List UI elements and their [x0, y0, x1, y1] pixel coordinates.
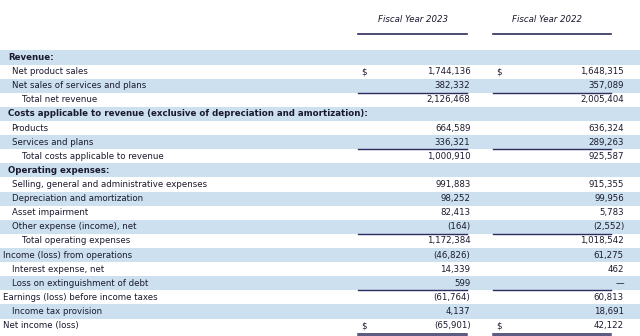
- Text: 382,332: 382,332: [435, 81, 470, 90]
- Text: Loss on extinguishment of debt: Loss on extinguishment of debt: [12, 279, 148, 288]
- Text: 991,883: 991,883: [435, 180, 470, 189]
- Text: 289,263: 289,263: [589, 138, 624, 146]
- FancyBboxPatch shape: [0, 262, 640, 276]
- Text: 925,587: 925,587: [589, 152, 624, 161]
- Text: (46,826): (46,826): [434, 251, 470, 259]
- Text: —: —: [616, 279, 624, 288]
- Text: Total net revenue: Total net revenue: [22, 95, 98, 104]
- Text: 5,783: 5,783: [600, 208, 624, 217]
- Text: Selling, general and administrative expenses: Selling, general and administrative expe…: [12, 180, 207, 189]
- Text: (61,764): (61,764): [434, 293, 470, 302]
- Text: 2,005,404: 2,005,404: [580, 95, 624, 104]
- Text: Total costs applicable to revenue: Total costs applicable to revenue: [22, 152, 164, 161]
- Text: 599: 599: [454, 279, 470, 288]
- FancyBboxPatch shape: [0, 319, 640, 333]
- FancyBboxPatch shape: [0, 248, 640, 262]
- Text: Net sales of services and plans: Net sales of services and plans: [12, 81, 146, 90]
- Text: 1,018,542: 1,018,542: [580, 237, 624, 245]
- FancyBboxPatch shape: [0, 177, 640, 192]
- Text: $: $: [362, 67, 367, 76]
- Text: $: $: [496, 67, 502, 76]
- FancyBboxPatch shape: [0, 65, 640, 79]
- FancyBboxPatch shape: [0, 50, 640, 65]
- Text: 98,252: 98,252: [440, 194, 470, 203]
- FancyBboxPatch shape: [0, 135, 640, 149]
- FancyBboxPatch shape: [0, 290, 640, 304]
- Text: 1,172,384: 1,172,384: [427, 237, 470, 245]
- Text: 1,648,315: 1,648,315: [580, 67, 624, 76]
- Text: 99,956: 99,956: [595, 194, 624, 203]
- Text: 664,589: 664,589: [435, 124, 470, 132]
- Text: Costs applicable to revenue (exclusive of depreciation and amortization):: Costs applicable to revenue (exclusive o…: [8, 110, 368, 118]
- Text: Other expense (income), net: Other expense (income), net: [12, 222, 136, 231]
- FancyBboxPatch shape: [0, 10, 640, 50]
- Text: Net income (loss): Net income (loss): [3, 321, 79, 330]
- Text: $: $: [362, 321, 367, 330]
- Text: 4,137: 4,137: [446, 307, 470, 316]
- FancyBboxPatch shape: [0, 79, 640, 93]
- FancyBboxPatch shape: [0, 121, 640, 135]
- Text: Earnings (loss) before income taxes: Earnings (loss) before income taxes: [3, 293, 158, 302]
- Text: Total operating expenses: Total operating expenses: [22, 237, 131, 245]
- Text: (2,552): (2,552): [593, 222, 624, 231]
- FancyBboxPatch shape: [0, 304, 640, 319]
- Text: Asset impairment: Asset impairment: [12, 208, 88, 217]
- FancyBboxPatch shape: [0, 163, 640, 177]
- Text: Net product sales: Net product sales: [12, 67, 88, 76]
- Text: 462: 462: [607, 265, 624, 274]
- Text: 61,275: 61,275: [594, 251, 624, 259]
- Text: Operating expenses:: Operating expenses:: [8, 166, 109, 175]
- FancyBboxPatch shape: [0, 93, 640, 107]
- Text: Fiscal Year 2022: Fiscal Year 2022: [512, 15, 582, 24]
- Text: (164): (164): [447, 222, 470, 231]
- Text: 60,813: 60,813: [594, 293, 624, 302]
- Text: Interest expense, net: Interest expense, net: [12, 265, 104, 274]
- Text: 1,744,136: 1,744,136: [427, 67, 470, 76]
- FancyBboxPatch shape: [0, 234, 640, 248]
- Text: 336,321: 336,321: [435, 138, 470, 146]
- Text: 82,413: 82,413: [440, 208, 470, 217]
- FancyBboxPatch shape: [0, 206, 640, 220]
- Text: Depreciation and amortization: Depreciation and amortization: [12, 194, 143, 203]
- Text: 18,691: 18,691: [594, 307, 624, 316]
- Text: 1,000,910: 1,000,910: [427, 152, 470, 161]
- Text: Income (loss) from operations: Income (loss) from operations: [3, 251, 132, 259]
- Text: Income tax provision: Income tax provision: [12, 307, 102, 316]
- Text: 2,126,468: 2,126,468: [427, 95, 470, 104]
- Text: Products: Products: [12, 124, 49, 132]
- Text: 42,122: 42,122: [594, 321, 624, 330]
- Text: Revenue:: Revenue:: [8, 53, 54, 62]
- FancyBboxPatch shape: [0, 220, 640, 234]
- Text: 14,339: 14,339: [440, 265, 470, 274]
- Text: 915,355: 915,355: [589, 180, 624, 189]
- FancyBboxPatch shape: [0, 192, 640, 206]
- FancyBboxPatch shape: [0, 276, 640, 290]
- Text: 636,324: 636,324: [588, 124, 624, 132]
- Text: (65,901): (65,901): [434, 321, 470, 330]
- FancyBboxPatch shape: [0, 107, 640, 121]
- Text: Fiscal Year 2023: Fiscal Year 2023: [378, 15, 448, 24]
- FancyBboxPatch shape: [0, 149, 640, 163]
- Text: 357,089: 357,089: [589, 81, 624, 90]
- Text: $: $: [496, 321, 502, 330]
- Text: Services and plans: Services and plans: [12, 138, 93, 146]
